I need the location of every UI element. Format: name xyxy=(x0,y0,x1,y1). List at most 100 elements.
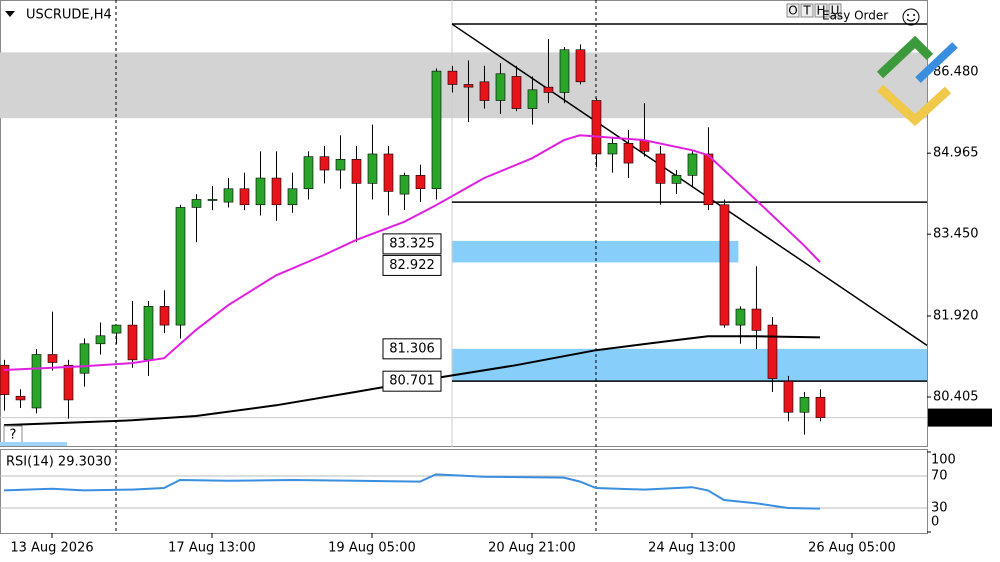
candle-body xyxy=(575,49,586,83)
y-tick-label: 86.480 xyxy=(933,65,979,80)
candle-body xyxy=(735,308,746,326)
help-text: ? xyxy=(10,428,17,443)
candle-body xyxy=(143,306,154,361)
candle-body xyxy=(367,153,378,184)
candle-body xyxy=(111,324,122,334)
toolbar-button[interactable] xyxy=(828,3,842,18)
candle-body xyxy=(335,159,346,171)
candle-body xyxy=(511,76,522,109)
candle-body xyxy=(31,354,42,409)
candle-body xyxy=(543,86,554,93)
candle-body xyxy=(495,73,506,101)
x-tick-label: 17 Aug 13:00 xyxy=(168,541,256,556)
candle-body xyxy=(671,175,682,184)
price-label-box xyxy=(382,370,442,392)
candle-body xyxy=(431,70,442,190)
candle-body xyxy=(479,81,490,101)
rsi-line xyxy=(3,473,821,510)
candle-body xyxy=(559,49,570,93)
candle-body xyxy=(127,324,138,361)
candle-body xyxy=(655,153,666,184)
candle-body xyxy=(0,364,10,395)
candle-body xyxy=(623,142,634,164)
rsi-tick-label: 0 xyxy=(931,515,939,530)
candle-body xyxy=(687,153,698,176)
rsi-tick-label: 100 xyxy=(931,453,956,468)
candle-body xyxy=(639,140,650,152)
y-tick-label: 84.965 xyxy=(933,146,979,161)
y-tick-label: 81.920 xyxy=(933,309,979,324)
candle-body xyxy=(287,188,298,206)
main-pane-border xyxy=(0,0,928,447)
toolbar-button[interactable] xyxy=(800,3,814,18)
candle-body xyxy=(255,177,266,206)
candle-body xyxy=(383,153,394,192)
menu-arrow[interactable] xyxy=(5,11,15,17)
easy-order[interactable]: Easy Order xyxy=(822,9,888,23)
candle-body xyxy=(47,354,58,363)
candle-body xyxy=(191,199,202,208)
candle-body xyxy=(719,204,730,326)
candle-body xyxy=(767,324,778,379)
logo-blue xyxy=(915,42,958,83)
smiley-eye xyxy=(907,14,909,16)
x-tick-label: 19 Aug 05:00 xyxy=(328,541,416,556)
candle-body xyxy=(159,306,170,326)
logo xyxy=(876,35,958,127)
toolbar-button[interactable] xyxy=(786,3,800,18)
toolbar-button-label: H xyxy=(816,4,825,18)
candle-body xyxy=(415,175,426,190)
candle-body xyxy=(63,364,74,401)
candle-body xyxy=(703,153,714,206)
candle-body xyxy=(175,207,186,326)
smiley-mouth xyxy=(906,18,916,22)
candle-body xyxy=(751,308,762,331)
candle-body xyxy=(351,159,362,184)
zone xyxy=(0,52,927,119)
x-tick-label: 13 Aug 2026 xyxy=(10,541,93,556)
candle-body xyxy=(79,343,90,374)
current-price-label: 80.020 xyxy=(933,410,979,425)
chart-title: USCRUDE,H4 xyxy=(26,8,112,23)
candle-body xyxy=(607,142,618,155)
price-label: 81.306 xyxy=(389,341,435,356)
candle-body xyxy=(207,199,218,201)
candle-body xyxy=(527,89,538,109)
toolbar-button-label: T xyxy=(802,4,811,18)
candle-body xyxy=(95,335,106,345)
price-label: 80.701 xyxy=(389,374,435,389)
candle-body xyxy=(223,188,234,203)
candle-body xyxy=(15,395,26,401)
rsi-tick-label: 70 xyxy=(931,469,948,484)
candle-body xyxy=(799,396,810,413)
candle-body xyxy=(271,177,282,206)
toolbar-button[interactable] xyxy=(814,3,828,18)
candle-body xyxy=(319,156,330,171)
logo-green xyxy=(876,35,934,79)
candle-body xyxy=(463,84,474,88)
y-tick-label: 80.405 xyxy=(933,390,979,405)
price-label-box xyxy=(382,338,442,360)
x-tick-label: 20 Aug 21:00 xyxy=(488,541,576,556)
rsi-tick-label: 30 xyxy=(931,501,948,516)
price-label-box xyxy=(382,254,442,276)
candle-body xyxy=(591,100,602,155)
candle-body xyxy=(399,175,410,195)
zone xyxy=(451,348,927,382)
logo-yellow xyxy=(876,84,952,127)
current-price-box xyxy=(928,408,992,427)
candle-body xyxy=(815,396,826,418)
price-label: 82.922 xyxy=(389,258,435,273)
candles xyxy=(0,39,826,510)
zone xyxy=(451,240,739,263)
moving-average xyxy=(3,134,821,371)
candle-body xyxy=(239,188,250,206)
rsi-pane-border xyxy=(0,449,928,534)
candle-body xyxy=(447,70,458,85)
toolbar-button-label: O xyxy=(788,4,797,18)
y-tick-label: 83.450 xyxy=(933,227,979,242)
zones xyxy=(0,52,927,382)
price-label: 83.325 xyxy=(389,236,435,251)
